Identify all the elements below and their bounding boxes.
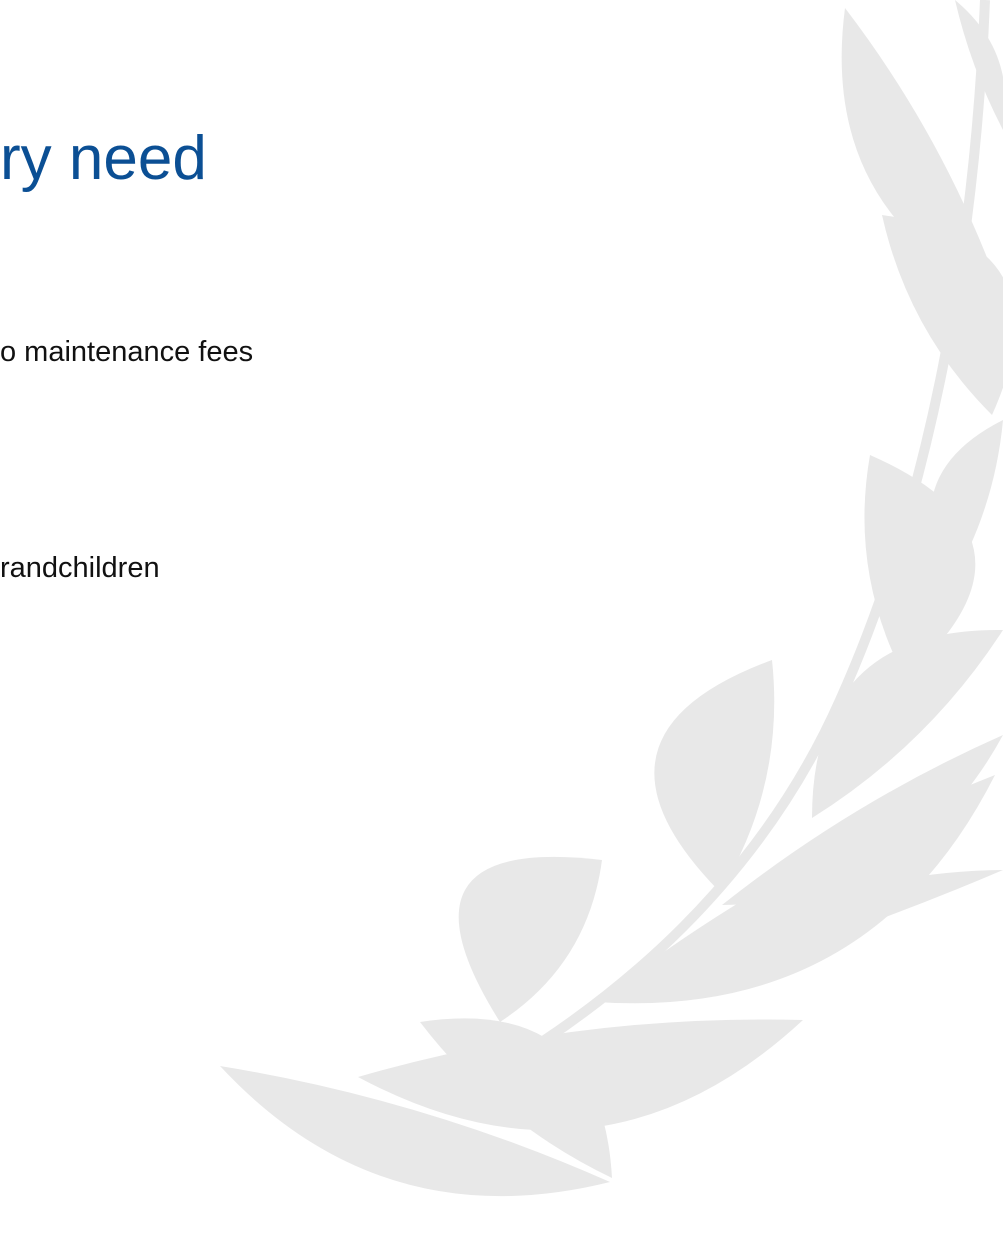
slide-title: ry need xyxy=(0,128,207,190)
leaf xyxy=(654,660,774,892)
bullet-text: o maintenance fees xyxy=(0,338,253,367)
bullet-text: randchildren xyxy=(0,554,160,583)
slide: ry need o maintenance fees randchildren … xyxy=(0,0,1003,1260)
leaf xyxy=(459,857,602,1022)
